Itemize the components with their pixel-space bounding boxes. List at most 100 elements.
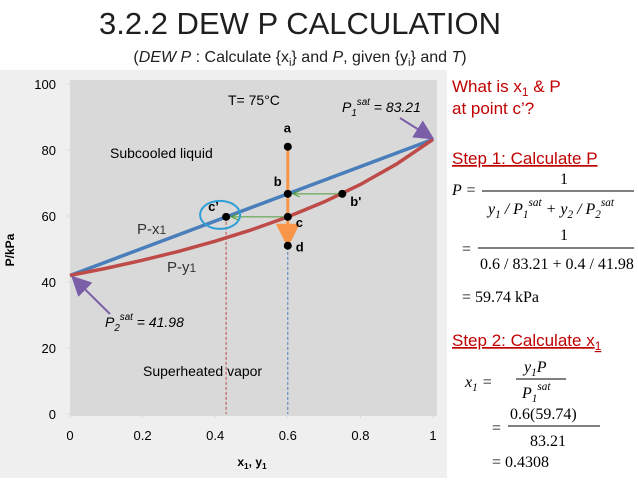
equation: y1P xyxy=(522,359,547,379)
p2sat-part: P xyxy=(105,314,115,330)
point xyxy=(283,241,292,250)
x-tick-label: 1 xyxy=(429,428,436,443)
highlight xyxy=(199,199,242,230)
p1sat-part: 1 xyxy=(351,108,356,119)
point xyxy=(283,142,292,151)
eq-part: sat xyxy=(601,197,615,209)
chart: P/kPa x1, y1 T= 75°C P1sat = 83.21 P2sat… xyxy=(0,70,447,478)
eq-part: sat xyxy=(537,381,551,393)
eq-part: = xyxy=(478,374,493,391)
point-label: a xyxy=(284,121,292,136)
equation: P = xyxy=(451,182,476,199)
x-axis-title-part: 1 xyxy=(244,461,249,471)
question-part: & P xyxy=(529,77,561,96)
subtitle-part: ( xyxy=(133,49,139,66)
title: 3.2.2 DEW P CALCULATION xyxy=(99,6,501,41)
x-tick-label: 0.2 xyxy=(134,428,152,443)
eq-part: / P xyxy=(501,201,523,218)
equation: = 0.4308 xyxy=(492,454,549,471)
px-label: P-x1 xyxy=(137,221,167,238)
eq-part: sat xyxy=(529,197,543,209)
subtitle-part: , given {y xyxy=(343,49,408,66)
eq-part: 1 xyxy=(495,209,501,221)
question-part: 1 xyxy=(522,85,529,99)
arrow xyxy=(71,275,111,315)
x-axis-title: x1, y1 xyxy=(237,455,267,471)
subtitle-part: i xyxy=(289,57,292,69)
point-label: b xyxy=(274,174,282,189)
series-line xyxy=(69,137,434,278)
question-part: What is x xyxy=(452,77,522,96)
panel: What is x1 & P at point c’? Step 1: Calc… xyxy=(451,77,634,471)
eq-part: 1 xyxy=(523,209,529,221)
x-tick-label: 0.4 xyxy=(206,428,224,443)
subtitle-part: i xyxy=(408,57,411,69)
eq-part: y xyxy=(522,359,532,376)
x-axis-title-part: , y xyxy=(249,455,263,469)
y-tick-label: 80 xyxy=(42,143,56,158)
p2sat-part: sat xyxy=(120,312,134,323)
eq-part: 2 xyxy=(595,209,601,221)
equation: 1 xyxy=(560,227,568,244)
subtitle-part: ) xyxy=(461,49,466,66)
eq-part: P xyxy=(521,385,532,402)
point-label: b' xyxy=(350,194,361,209)
point-label: d xyxy=(296,240,304,255)
point xyxy=(283,212,292,221)
py-part: 1 xyxy=(190,261,197,275)
question: What is x1 & P xyxy=(452,77,561,99)
p1sat-part: = 83.21 xyxy=(370,99,421,115)
point xyxy=(222,212,231,221)
step-2-part: Step 2: Calculate x xyxy=(452,331,595,350)
x-tick-label: 0.8 xyxy=(351,428,369,443)
px-part: P-x xyxy=(137,221,160,238)
equation: = xyxy=(462,241,471,258)
equation: = 59.74 kPa xyxy=(462,289,539,306)
x-axis-title-part: 1 xyxy=(262,461,267,471)
equation: 1 xyxy=(560,171,568,188)
x-tick-label: 0.6 xyxy=(279,428,297,443)
p1sat-label: P1sat = 83.21 xyxy=(342,97,421,119)
y-tick-label: 60 xyxy=(42,209,56,224)
eq-part: 2 xyxy=(567,209,573,221)
point-label: c xyxy=(296,215,303,230)
y-tick-label: 20 xyxy=(42,341,56,356)
equation: P1sat xyxy=(521,381,551,405)
equation: 0.6 / 83.21 + 0.4 / 41.98 xyxy=(480,256,634,273)
plot-area xyxy=(70,80,437,416)
y-axis-title: P/kPa xyxy=(3,233,17,266)
py-label: P-y1 xyxy=(167,259,197,276)
equation: = xyxy=(492,420,501,437)
y-tick-label: 100 xyxy=(34,77,56,92)
step-1: Step 1: Calculate P xyxy=(452,149,598,168)
step-2: Step 2: Calculate x1 xyxy=(452,331,602,353)
x-tick-label: 0 xyxy=(66,428,73,443)
superheated-label: Superheated vapor xyxy=(143,363,262,379)
px-part: 1 xyxy=(160,223,167,237)
point-label: c’ xyxy=(208,199,219,214)
p1sat-part: P xyxy=(342,99,352,115)
eq-part: 1 xyxy=(532,393,538,405)
equation: x1 = xyxy=(464,374,493,394)
subtitle-part: DEW P xyxy=(139,49,192,66)
step-2-part: 1 xyxy=(595,339,602,353)
equation: 83.21 xyxy=(530,433,566,450)
p2sat-label: P2sat = 41.98 xyxy=(105,312,184,334)
p2sat-part: 2 xyxy=(113,323,120,334)
eq-part: x xyxy=(464,374,472,391)
eq-part: / P xyxy=(573,201,595,218)
series-line xyxy=(69,137,434,278)
eq-part: 1 xyxy=(531,367,537,379)
subtitle-part: } and xyxy=(411,49,452,66)
subtitle-part: } and xyxy=(292,49,333,66)
y-tick-label: 40 xyxy=(42,275,56,290)
equation: 0.6(59.74) xyxy=(510,406,577,423)
eq-part: + y xyxy=(542,201,569,218)
eq-part: y xyxy=(486,201,496,218)
p1sat-part: sat xyxy=(357,97,371,108)
subtitle-part: P xyxy=(332,49,343,66)
temperature-label: T= 75°C xyxy=(228,92,280,108)
point xyxy=(283,189,292,198)
